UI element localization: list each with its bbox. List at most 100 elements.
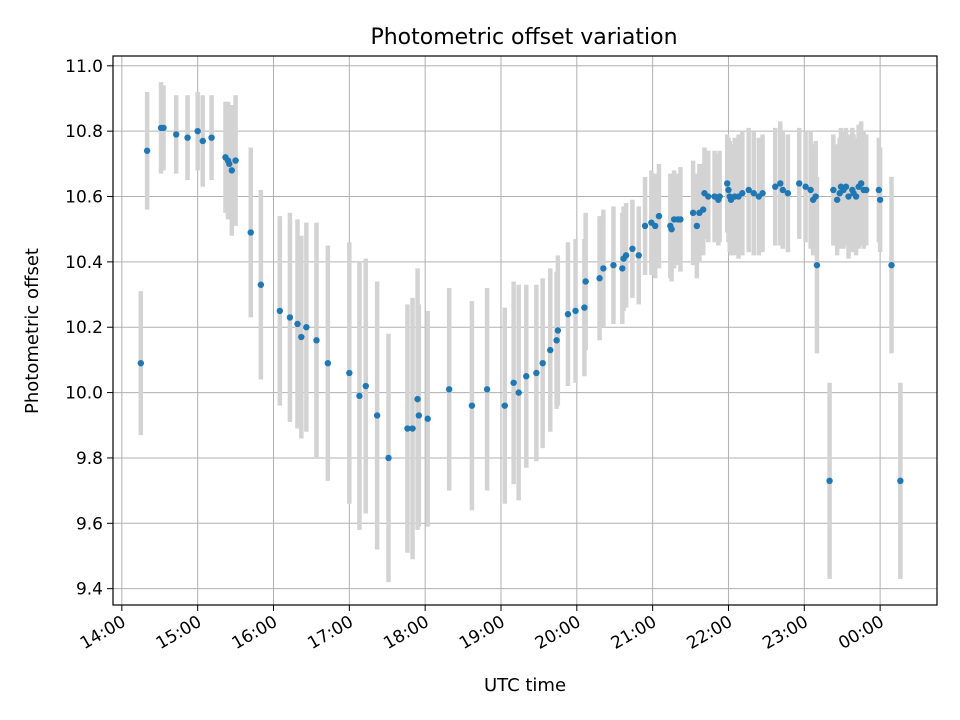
data-point xyxy=(842,183,850,190)
data-point xyxy=(554,327,562,334)
data-point xyxy=(298,333,305,341)
data-points xyxy=(137,124,904,485)
data-point xyxy=(802,183,809,190)
data-point xyxy=(813,261,821,269)
data-point xyxy=(143,147,151,154)
data-point xyxy=(303,324,310,331)
data-point xyxy=(515,389,522,396)
data-point xyxy=(875,186,883,194)
data-point xyxy=(226,160,233,168)
data-point xyxy=(777,180,784,187)
data-point xyxy=(247,229,254,236)
data-point xyxy=(807,186,814,194)
data-point xyxy=(424,415,431,422)
data-point xyxy=(724,180,731,187)
data-point xyxy=(651,222,659,230)
data-point xyxy=(739,190,746,197)
data-point xyxy=(483,386,491,393)
data-point xyxy=(199,137,206,145)
data-point xyxy=(876,196,884,203)
data-point xyxy=(745,186,752,194)
x-tick-label: 16:00 xyxy=(229,612,281,654)
data-point xyxy=(779,186,787,194)
data-point xyxy=(750,190,757,197)
data-point xyxy=(409,425,416,432)
data-point xyxy=(635,252,642,259)
data-point xyxy=(356,392,363,400)
data-point xyxy=(596,275,603,282)
x-tick-label: 17:00 xyxy=(304,612,356,654)
data-point xyxy=(510,379,517,386)
data-point xyxy=(826,477,833,485)
data-point xyxy=(759,190,766,197)
data-point xyxy=(501,402,508,409)
data-point xyxy=(404,425,411,432)
data-point xyxy=(600,265,607,272)
data-point xyxy=(324,359,332,367)
data-point xyxy=(160,124,167,132)
data-point xyxy=(668,225,675,233)
data-point xyxy=(208,134,215,141)
data-point xyxy=(232,157,239,164)
data-point xyxy=(539,359,546,367)
data-point xyxy=(553,337,560,344)
data-point xyxy=(533,369,540,377)
x-tick-label: 20:00 xyxy=(532,612,584,654)
x-tick-label: 18:00 xyxy=(380,612,432,654)
data-point xyxy=(194,127,201,135)
x-tick-label: 21:00 xyxy=(608,612,660,654)
x-tick-label: 14:00 xyxy=(77,612,129,654)
data-point xyxy=(286,314,294,321)
data-point xyxy=(857,180,865,187)
y-axis: 9.4 9.6 9.8 10.0 10.2 10.4 10.6 10.8 11.0 xyxy=(65,57,113,600)
data-point xyxy=(772,183,779,190)
y-tick-label: 10.6 xyxy=(65,188,103,208)
plot-area-frame xyxy=(112,55,938,606)
x-tick-label: 15:00 xyxy=(153,612,205,654)
data-point xyxy=(845,193,852,200)
data-point xyxy=(346,369,353,377)
data-point xyxy=(812,193,819,200)
data-point xyxy=(622,252,630,259)
y-tick-label: 11.0 xyxy=(65,57,103,77)
data-point xyxy=(445,386,453,393)
data-point xyxy=(897,477,904,485)
data-point xyxy=(572,307,579,315)
x-tick-label: 00:00 xyxy=(835,612,887,654)
y-tick-label: 9.4 xyxy=(76,580,103,600)
data-point xyxy=(629,245,636,253)
data-point xyxy=(610,261,617,269)
data-point xyxy=(830,186,837,194)
data-point xyxy=(313,337,320,344)
data-point xyxy=(276,307,284,315)
data-point xyxy=(852,193,860,200)
data-point xyxy=(547,346,554,354)
data-point xyxy=(699,206,707,213)
data-point xyxy=(581,304,588,311)
data-point xyxy=(137,359,145,367)
data-point xyxy=(564,310,572,318)
x-tick-label: 23:00 xyxy=(759,612,811,654)
data-point xyxy=(888,261,895,269)
y-tick-label: 10.4 xyxy=(65,253,103,273)
chart-title: Photometric offset variation xyxy=(370,25,677,50)
data-point xyxy=(655,212,663,220)
data-point xyxy=(725,186,732,194)
data-point xyxy=(172,131,180,138)
y-tick-label: 10.0 xyxy=(65,384,103,404)
data-point xyxy=(468,402,476,409)
data-point xyxy=(689,209,697,217)
y-tick-label: 9.6 xyxy=(76,514,103,534)
data-point xyxy=(523,373,530,380)
data-point xyxy=(228,167,235,174)
data-point xyxy=(184,134,191,141)
y-tick-label: 10.2 xyxy=(65,318,103,338)
data-point xyxy=(373,412,381,419)
x-axis-label: UTC time xyxy=(484,675,566,696)
data-point xyxy=(716,193,723,200)
data-point xyxy=(863,186,870,194)
data-point xyxy=(784,190,792,197)
x-axis: 14:00 15:00 16:00 17:00 18:00 19:00 20:00 21:00… xyxy=(77,605,888,654)
x-tick-label: 19:00 xyxy=(456,612,508,654)
